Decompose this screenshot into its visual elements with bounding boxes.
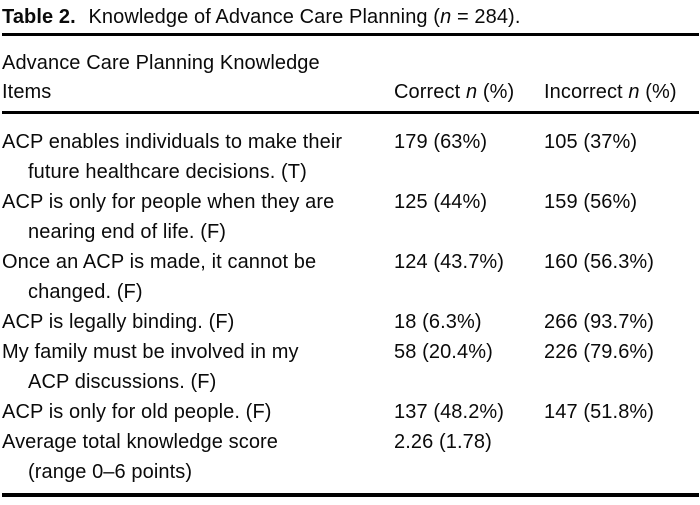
correct-value: 125 (44%)	[394, 191, 488, 213]
correct-cell: 2.26 (1.78)	[394, 427, 544, 495]
correct-cell: 18 (6.3%)	[394, 307, 544, 337]
table-header: Advance Care Planning Knowledge Items Corr…	[2, 35, 699, 113]
text-segment: Incorrect	[544, 81, 629, 103]
text-segment: Table 2.	[2, 6, 76, 28]
table-body: ACP enables individuals to make their fut…	[2, 113, 699, 496]
text-segment: Correct	[394, 81, 466, 103]
item-line: ACP discussions. (F)	[28, 371, 217, 393]
table-row: Average total knowledge score (range 0–6 …	[2, 427, 699, 495]
item-line: Once an ACP is made, it cannot be	[2, 251, 317, 273]
item-line: changed. (F)	[28, 281, 143, 303]
correct-cell: 125 (44%)	[394, 187, 544, 247]
incorrect-value: 160 (56.3%)	[544, 251, 655, 273]
text-segment: Knowledge of Advance Care Planning (	[82, 6, 441, 28]
incorrect-value: 159 (56%)	[544, 191, 638, 213]
incorrect-cell: 160 (56.3%)	[544, 247, 699, 307]
incorrect-value: 266 (93.7%)	[544, 311, 655, 333]
incorrect-cell: 105 (37%)	[544, 113, 699, 188]
correct-value: 18 (6.3%)	[394, 311, 482, 333]
incorrect-value: 147 (51.8%)	[544, 401, 655, 423]
correct-cell: 137 (48.2%)	[394, 397, 544, 427]
table-row: ACP is only for people when they are near…	[2, 187, 699, 247]
item-cell: ACP enables individuals to make their fut…	[2, 113, 394, 188]
header-label: Correct n (%)	[394, 78, 544, 107]
column-header-items: Advance Care Planning Knowledge Items	[2, 35, 394, 113]
correct-cell: 124 (43.7%)	[394, 247, 544, 307]
table-caption: Table 2. Knowledge of Advance Care Plann…	[2, 3, 700, 31]
table-row: My family must be involved in my ACP disc…	[2, 337, 699, 397]
column-header-incorrect: Incorrect n (%)	[544, 35, 699, 113]
text-segment: n	[440, 6, 452, 28]
item-line: (range 0–6 points)	[28, 461, 193, 483]
incorrect-cell: 159 (56%)	[544, 187, 699, 247]
item-cell: My family must be involved in my ACP disc…	[2, 337, 394, 397]
text-segment: n	[465, 81, 478, 103]
correct-cell: 179 (63%)	[394, 113, 544, 188]
table-row: ACP is only for old people. (F) 137 (48.2…	[2, 397, 699, 427]
incorrect-cell: 226 (79.6%)	[544, 337, 699, 397]
table-row: ACP enables individuals to make their fut…	[2, 113, 699, 188]
header-label: Incorrect n (%)	[544, 78, 699, 107]
text-segment: (%)	[477, 81, 515, 103]
acp-knowledge-table: Advance Care Planning Knowledge Items Corr…	[2, 33, 699, 497]
header-row: Advance Care Planning Knowledge Items Corr…	[2, 35, 699, 113]
item-line: ACP is legally binding. (F)	[2, 311, 235, 333]
item-cell: Once an ACP is made, it cannot be changed…	[2, 247, 394, 307]
item-cell: ACP is legally binding. (F)	[2, 307, 394, 337]
item-line: ACP enables individuals to make their	[2, 131, 343, 153]
text-segment: = 284).	[451, 6, 521, 28]
table-row: Once an ACP is made, it cannot be changed…	[2, 247, 699, 307]
table-row: ACP is legally binding. (F) 18 (6.3%) 266 …	[2, 307, 699, 337]
incorrect-cell: 266 (93.7%)	[544, 307, 699, 337]
item-cell: Average total knowledge score (range 0–6 …	[2, 427, 394, 495]
incorrect-cell: 147 (51.8%)	[544, 397, 699, 427]
incorrect-value: 105 (37%)	[544, 131, 638, 153]
item-cell: ACP is only for old people. (F)	[2, 397, 394, 427]
incorrect-value: 226 (79.6%)	[544, 341, 655, 363]
item-line: future healthcare decisions. (T)	[28, 161, 307, 183]
correct-value: 124 (43.7%)	[394, 251, 505, 273]
item-line: Average total knowledge score	[2, 431, 279, 453]
text-segment: n	[628, 81, 640, 103]
correct-cell: 58 (20.4%)	[394, 337, 544, 397]
header-line: Advance Care Planning Knowledge	[2, 52, 320, 74]
header-line: Items	[2, 81, 52, 103]
correct-value: 179 (63%)	[394, 131, 488, 153]
incorrect-cell	[544, 427, 699, 495]
correct-value: 2.26 (1.78)	[394, 431, 492, 453]
item-line: My family must be involved in my	[2, 341, 299, 363]
item-line: ACP is only for people when they are	[2, 191, 335, 213]
correct-value: 58 (20.4%)	[394, 341, 493, 363]
correct-value: 137 (48.2%)	[394, 401, 505, 423]
column-header-correct: Correct n (%)	[394, 35, 544, 113]
item-line: nearing end of life. (F)	[28, 221, 227, 243]
item-line: ACP is only for old people. (F)	[2, 401, 272, 423]
item-cell: ACP is only for people when they are near…	[2, 187, 394, 247]
text-segment: (%)	[639, 81, 677, 103]
